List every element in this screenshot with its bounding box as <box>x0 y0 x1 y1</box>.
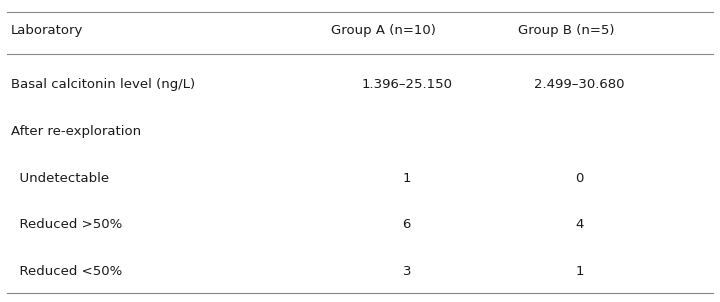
Text: Reduced >50%: Reduced >50% <box>11 218 122 232</box>
Text: 0: 0 <box>575 172 584 185</box>
Text: 1: 1 <box>575 265 584 278</box>
Text: Reduced <50%: Reduced <50% <box>11 265 122 278</box>
Text: 4: 4 <box>575 218 584 232</box>
Text: Group A (n=10): Group A (n=10) <box>331 24 436 37</box>
Text: Basal calcitonin level (ng/L): Basal calcitonin level (ng/L) <box>11 78 195 91</box>
Text: 2.499–30.680: 2.499–30.680 <box>534 78 625 91</box>
Text: 1: 1 <box>402 172 411 185</box>
Text: 6: 6 <box>402 218 411 232</box>
Text: After re-exploration: After re-exploration <box>11 125 141 138</box>
Text: Laboratory: Laboratory <box>11 24 84 37</box>
Text: 3: 3 <box>402 265 411 278</box>
Text: Undetectable: Undetectable <box>11 172 109 185</box>
Text: 1.396–25.150: 1.396–25.150 <box>361 78 452 91</box>
Text: Group B (n=5): Group B (n=5) <box>518 24 615 37</box>
